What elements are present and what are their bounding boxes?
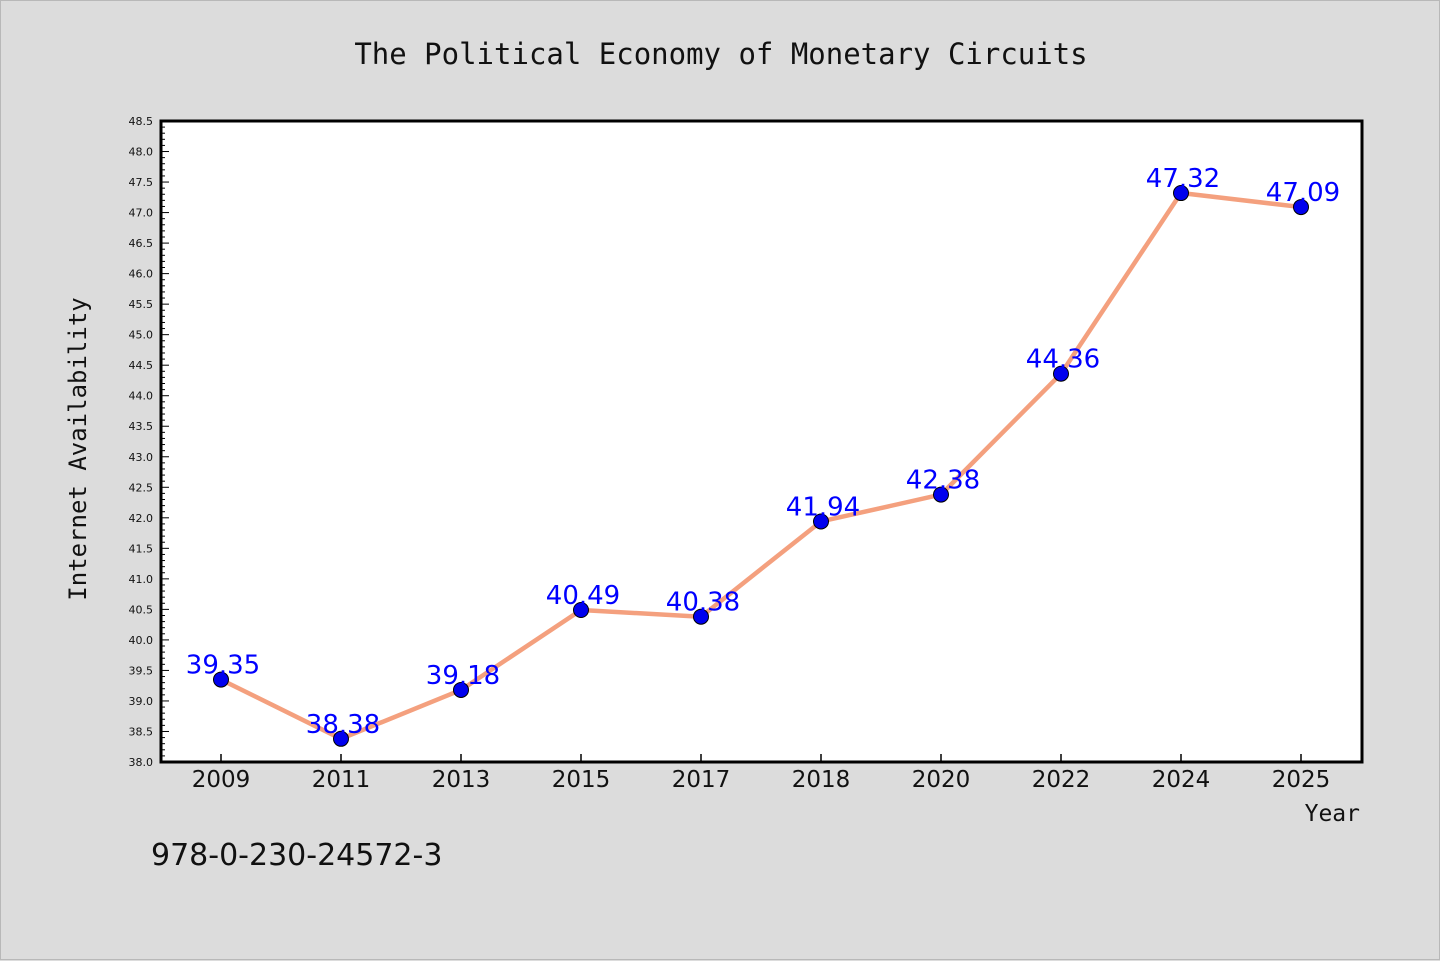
x-tick-label: 2015 xyxy=(552,767,611,793)
data-label: 38.38 xyxy=(306,710,380,740)
y-tick-label: 44.0 xyxy=(129,390,154,403)
x-tick-label: 2018 xyxy=(792,767,851,793)
x-axis-label: Year xyxy=(1305,801,1360,827)
series-line-group xyxy=(213,185,1309,747)
data-point-marker xyxy=(573,601,589,618)
y-tick-label: 47.0 xyxy=(129,207,154,220)
y-tick-label: 40.5 xyxy=(129,603,154,616)
data-point-marker xyxy=(333,730,349,747)
y-tick-label: 38.5 xyxy=(129,725,154,738)
data-label: 41.94 xyxy=(786,492,860,522)
y-tick-label: 43.0 xyxy=(129,451,154,464)
y-tick-label: 48.0 xyxy=(129,146,154,159)
data-label: 40.38 xyxy=(666,588,740,618)
data-label: 40.49 xyxy=(546,581,620,611)
data-point-marker xyxy=(1293,199,1309,216)
x-tick-label: 2024 xyxy=(1152,767,1211,793)
y-tick-label: 45.5 xyxy=(129,298,154,311)
data-label: 47.09 xyxy=(1266,178,1340,208)
data-label: 39.35 xyxy=(186,651,260,681)
x-tick-label: 2020 xyxy=(912,767,971,793)
y-tick-label: 38.0 xyxy=(129,756,154,769)
x-tick-label: 2013 xyxy=(432,767,491,793)
y-tick-label: 46.5 xyxy=(129,237,154,250)
y-tick-label: 39.5 xyxy=(129,664,154,677)
data-labels-group: 39.35 38.38 39.18 40.49 40.38 41.94 42.38 44.36… xyxy=(186,164,1340,740)
y-tick-label: 46.0 xyxy=(129,268,154,281)
y-tick-label: 41.0 xyxy=(129,573,154,586)
data-label: 42.38 xyxy=(906,466,980,496)
y-axis: 38.0 38.5 39.0 39.5 40.0 40.5 41.0 41.5 42.0 42.5… xyxy=(129,115,169,769)
data-point-marker xyxy=(693,608,709,625)
y-tick-label: 41.5 xyxy=(129,542,154,555)
series-line xyxy=(218,190,1304,742)
x-tick-label: 2025 xyxy=(1272,767,1331,793)
data-point-marker xyxy=(933,486,949,503)
y-tick-label: 45.0 xyxy=(129,329,154,342)
y-tick-label: 40.0 xyxy=(129,634,154,647)
y-tick-label: 47.5 xyxy=(129,176,154,189)
data-label: 47.32 xyxy=(1146,164,1220,194)
y-tick-label: 43.5 xyxy=(129,420,154,433)
y-tick-label: 48.5 xyxy=(129,115,154,128)
data-point-marker xyxy=(453,681,469,698)
x-tick-label: 2022 xyxy=(1032,767,1091,793)
y-tick-label: 39.0 xyxy=(129,695,154,708)
y-tick-label: 44.5 xyxy=(129,359,154,372)
isbn-text: 978-0-230-24572-3 xyxy=(151,838,442,873)
data-label: 44.36 xyxy=(1026,345,1100,375)
x-tick-label: 2011 xyxy=(312,767,371,793)
y-tick-label: 42.0 xyxy=(129,512,154,525)
data-point-marker xyxy=(213,671,229,688)
x-tick-label: 2017 xyxy=(672,767,731,793)
y-axis-label: Internet Availability xyxy=(64,297,92,600)
data-label: 39.18 xyxy=(426,661,500,691)
y-tick-label: 42.5 xyxy=(129,481,154,494)
data-point-marker xyxy=(1173,185,1189,202)
x-tick-label: 2009 xyxy=(192,767,251,793)
data-point-marker xyxy=(1053,365,1069,382)
plot-area xyxy=(159,119,1364,764)
x-axis: 2009 2011 2013 2015 2017 2018 2020 2022 2024 2025 xyxy=(192,754,1331,793)
data-point-marker xyxy=(813,513,829,530)
chart-title: The Political Economy of Monetary Circui… xyxy=(354,37,1087,71)
